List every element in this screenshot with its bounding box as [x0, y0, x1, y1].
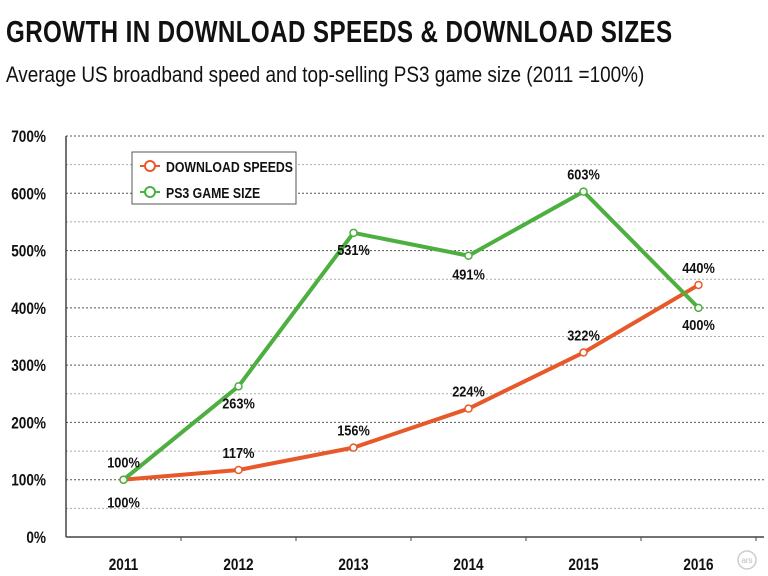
y-tick-label: 500%	[11, 242, 46, 261]
data-point	[694, 280, 703, 290]
data-label: 440%	[682, 259, 715, 276]
data-label: 117%	[223, 444, 255, 461]
data-label: 100%	[107, 494, 140, 511]
data-label: 100%	[107, 454, 140, 471]
y-tick-label: 0%	[26, 529, 46, 548]
data-label: 322%	[567, 327, 600, 344]
x-tick-label: 2016	[683, 556, 713, 575]
legend-marker	[144, 160, 156, 172]
data-label: 491%	[452, 266, 485, 283]
data-point	[464, 251, 473, 260]
x-tick-label: 2013	[338, 556, 368, 575]
x-tick-label: 2011	[109, 556, 139, 575]
data-point	[349, 443, 358, 452]
legend-marker	[144, 186, 156, 198]
data-point	[234, 382, 243, 391]
ars-logo	[737, 550, 757, 570]
x-tick-label: 2015	[568, 556, 599, 575]
legend	[131, 151, 297, 205]
data-label: 400%	[682, 316, 715, 333]
data-point	[349, 228, 358, 238]
chart-subtitle: Average US broadband speed and top-selli…	[6, 62, 645, 87]
series-line-1	[122, 189, 700, 482]
data-point	[119, 475, 128, 484]
data-point	[579, 348, 588, 357]
data-point	[464, 404, 473, 413]
y-tick-label: 100%	[11, 471, 46, 490]
x-tick-label: 2014	[453, 556, 484, 575]
ars-logo-text: ars	[741, 556, 752, 565]
series-line-0	[123, 283, 700, 482]
data-point	[579, 187, 588, 196]
y-tick-label: 200%	[11, 414, 46, 433]
data-point	[234, 465, 243, 475]
y-tick-label: 400%	[11, 300, 46, 319]
y-tick-label: 600%	[11, 185, 46, 204]
data-label: 531%	[337, 241, 370, 258]
data-point	[694, 303, 703, 313]
legend-label: PS3 GAME SIZE	[166, 185, 260, 201]
y-tick-label: 300%	[11, 357, 46, 376]
chart-title: GROWTH IN DOWNLOAD SPEEDS & DOWNLOAD SIZ…	[6, 14, 673, 49]
legend-label: DOWNLOAD SPEEDS	[166, 159, 293, 175]
data-label: 224%	[452, 383, 485, 400]
x-tick-label: 2012	[223, 556, 253, 575]
data-label: 263%	[222, 394, 255, 411]
data-label: 603%	[567, 166, 600, 183]
y-tick-label: 700%	[11, 128, 46, 147]
data-label: 156%	[337, 422, 370, 439]
